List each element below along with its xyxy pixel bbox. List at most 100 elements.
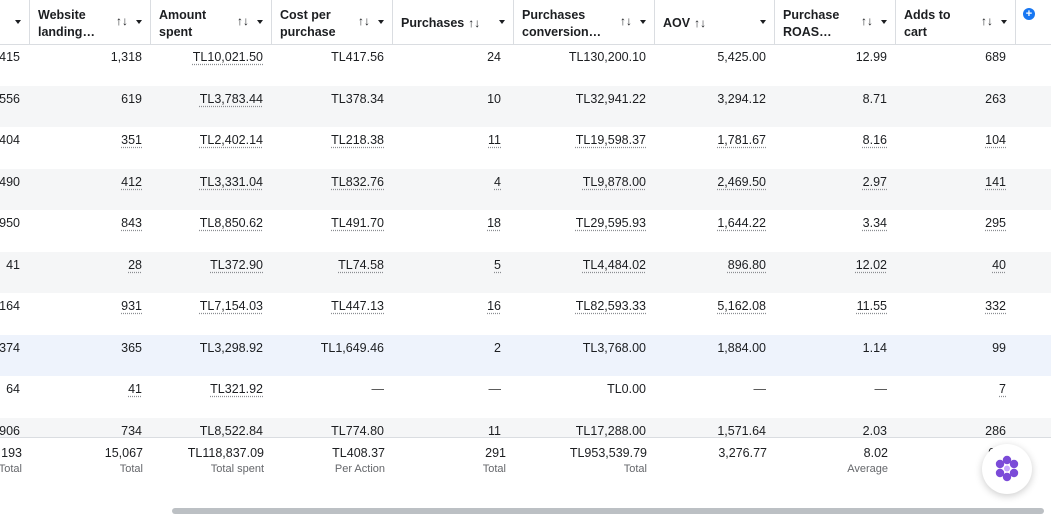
cell-value[interactable]: TL3,331.04	[199, 175, 263, 189]
cell-value[interactable]: TL372.90	[210, 258, 263, 272]
sort-icon[interactable]: ↑↓	[620, 14, 632, 28]
cell-value[interactable]: 40	[992, 258, 1006, 272]
table-row[interactable]: 64 41 TL321.92 — — TL0.00 — — 7	[0, 376, 1051, 417]
cell-value[interactable]: 295	[985, 216, 1006, 230]
cell-value[interactable]: 141	[985, 175, 1006, 189]
cell-value[interactable]: TL832.76	[331, 175, 384, 189]
chevron-down-icon[interactable]	[257, 20, 263, 24]
chevron-down-icon[interactable]	[136, 20, 142, 24]
column-header-aov[interactable]: AOV ↑↓	[654, 0, 774, 44]
cell-value[interactable]: 332	[985, 299, 1006, 313]
column-header-label: Cost per purchase	[280, 8, 336, 39]
sort-icon[interactable]: ↑↓	[861, 14, 873, 28]
cell-value[interactable]: TL8,850.62	[199, 216, 263, 230]
cell-value[interactable]: 18	[487, 216, 501, 230]
cell-value[interactable]: 28	[128, 258, 142, 272]
column-header-purchases[interactable]: Purchases ↑↓	[392, 0, 513, 44]
add-column-icon[interactable]: +	[1023, 8, 1035, 20]
cell-value[interactable]: 7	[999, 382, 1006, 396]
column-header-website-landing[interactable]: Website landing… ↑↓	[29, 0, 150, 44]
table-cell: 41	[0, 252, 20, 293]
cell-value[interactable]: 843	[121, 216, 142, 230]
table-cell: 16	[391, 293, 501, 334]
table-row[interactable]: 950 843 TL8,850.62 TL491.70 18 TL29,595.93 1,6…	[0, 210, 1051, 251]
cell-value[interactable]: 2.97	[862, 175, 887, 189]
chevron-down-icon[interactable]	[499, 20, 505, 24]
sort-icon[interactable]: ↑↓	[981, 14, 993, 28]
cell-value[interactable]: 1,781.67	[717, 133, 766, 147]
sort-icon[interactable]: ↑↓	[116, 14, 128, 28]
cell-value[interactable]: 931	[121, 299, 142, 313]
cell-value[interactable]: TL491.70	[331, 216, 384, 230]
cell-value[interactable]: 5	[494, 258, 501, 272]
cell-value[interactable]: TL7,154.03	[199, 299, 263, 313]
column-header-amount-spent[interactable]: Amount spent ↑↓	[150, 0, 271, 44]
column-header-cost-per-purchase[interactable]: Cost per purchase ↑↓	[271, 0, 392, 44]
column-header-purchase-roas[interactable]: Purchase ROAS… ↑↓	[774, 0, 895, 44]
cell-value[interactable]: 12.02	[855, 258, 887, 272]
cell-value[interactable]: 896.80	[727, 258, 766, 272]
cell-value: 556	[0, 92, 20, 106]
sort-icon[interactable]: ↑↓	[468, 16, 481, 30]
table-row[interactable]: 41 28 TL372.90 TL74.58 5 TL4,484.02 896.80 12.0…	[0, 252, 1051, 293]
cell-value[interactable]: TL2,402.14	[199, 133, 263, 147]
flower-icon	[995, 455, 1019, 482]
table-row[interactable]: 490 412 TL3,331.04 TL832.76 4 TL9,878.00 2,469…	[0, 169, 1051, 210]
cell-value[interactable]: 3.34	[862, 216, 887, 230]
chevron-down-icon[interactable]	[640, 20, 646, 24]
column-header-adds-to-cart[interactable]: Adds to cart ↑↓	[895, 0, 1015, 44]
table-row[interactable]: 164 931 TL7,154.03 TL447.13 16 TL82,593.33 5,1…	[0, 293, 1051, 334]
assistant-button[interactable]	[982, 444, 1032, 494]
table-row[interactable]: 415 1,318 TL10,021.50 TL417.56 24 TL130,200.1…	[0, 44, 1051, 85]
table-cell: 286	[896, 418, 1006, 459]
chevron-down-icon[interactable]	[378, 20, 384, 24]
cell-value[interactable]: TL9,878.00	[582, 175, 646, 189]
sort-icon[interactable]: ↑↓	[237, 14, 249, 28]
cell-value[interactable]: TL74.58	[338, 258, 384, 272]
cell-value[interactable]: TL19,598.37	[575, 133, 646, 147]
sort-icon[interactable]: ↑↓	[694, 16, 707, 30]
scrollbar-thumb[interactable]	[172, 508, 1044, 514]
cell-value[interactable]: 8.16	[862, 133, 887, 147]
column-header-0[interactable]	[0, 0, 29, 44]
cell-value[interactable]: 351	[121, 133, 142, 147]
cell-value[interactable]: TL3,783.44	[199, 92, 263, 106]
table-cell: TL8,522.84	[153, 418, 263, 459]
cell-value[interactable]: TL82,593.33	[575, 299, 646, 313]
table-row[interactable]: 556 619 TL3,783.44 TL378.34 10 TL32,941.22 3,2…	[0, 86, 1051, 127]
cell-value[interactable]: 16	[487, 299, 501, 313]
table-cell: 18	[391, 210, 501, 251]
cell-value[interactable]: 412	[121, 175, 142, 189]
table-cell: TL218.38	[274, 127, 384, 168]
table-row[interactable]: 404 351 TL2,402.14 TL218.38 11 TL19,598.37 1,7…	[0, 127, 1051, 168]
cell-value[interactable]: TL29,595.93	[575, 216, 646, 230]
chevron-down-icon[interactable]	[760, 20, 766, 24]
cell-value[interactable]: TL447.13	[331, 299, 384, 313]
cell-value[interactable]: 5,162.08	[717, 299, 766, 313]
cell-value[interactable]: TL4,484.02	[582, 258, 646, 272]
chevron-down-icon[interactable]	[881, 20, 887, 24]
cell-value[interactable]: TL218.38	[331, 133, 384, 147]
table-cell: 64	[0, 376, 20, 417]
chevron-down-icon[interactable]	[1001, 20, 1007, 24]
table-cell: TL3,331.04	[153, 169, 263, 210]
cell-value[interactable]: 1,644.22	[717, 216, 766, 230]
table-cell: 365	[32, 335, 142, 376]
cell-value[interactable]: 11	[488, 133, 501, 147]
cell-value[interactable]: 104	[985, 133, 1006, 147]
table-cell: —	[391, 376, 502, 417]
cell-value[interactable]: 41	[128, 382, 142, 396]
table-cell: 906	[0, 418, 20, 459]
cell-value[interactable]: TL10,021.50	[192, 50, 263, 64]
table-cell: TL3,768.00	[536, 335, 646, 376]
cell-value[interactable]: 11.55	[856, 299, 887, 313]
table-row[interactable]: 374 365 TL3,298.92 TL1,649.46 2 TL3,768.00 1,8…	[0, 335, 1051, 376]
table-cell: 689	[896, 44, 1006, 85]
chevron-down-icon[interactable]	[15, 20, 21, 24]
cell-value: 619	[121, 92, 142, 106]
cell-value[interactable]: 4	[494, 175, 501, 189]
sort-icon[interactable]: ↑↓	[358, 14, 370, 28]
column-header-purchases-conversion[interactable]: Purchases conversion… ↑↓	[513, 0, 654, 44]
cell-value[interactable]: 2,469.50	[717, 175, 766, 189]
cell-value[interactable]: TL321.92	[210, 382, 263, 396]
